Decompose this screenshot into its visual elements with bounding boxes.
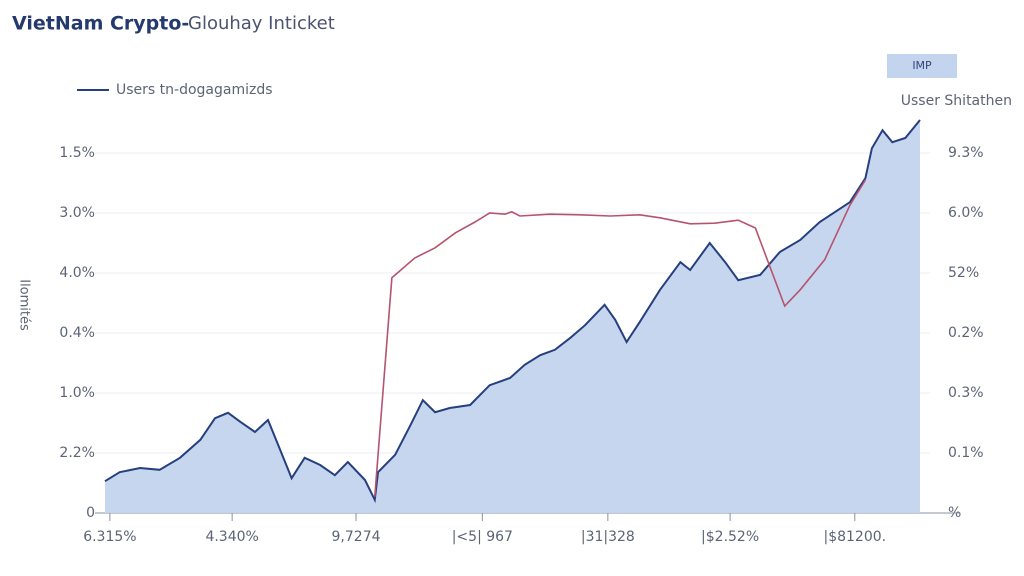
- y2-tick-label: 6.0%: [948, 205, 984, 221]
- chart-subtitle: Glouhay Inticket: [188, 13, 335, 34]
- y-tick-label: 3.0%: [59, 205, 95, 221]
- x-tick-label: 9,7274: [332, 529, 381, 545]
- y-axis-label: Ilomités: [17, 279, 32, 331]
- y2-tick-label: 0.2%: [948, 325, 984, 341]
- annotation: IMP: [912, 59, 932, 72]
- line: [373, 179, 867, 497]
- series-label: Usser Shitathen: [901, 93, 1012, 109]
- y-tick-label: 2.2%: [59, 445, 95, 461]
- x-tick-label: |31|328: [581, 529, 635, 545]
- y-tick-label: 4.0%: [59, 265, 95, 281]
- area: [105, 120, 920, 513]
- y2-tick-label: 52%: [948, 265, 979, 281]
- y2-tick-label: 0.1%: [948, 445, 984, 461]
- x-tick-label: |$2.52%: [701, 529, 759, 545]
- x-tick-label: 6.315%: [83, 529, 136, 545]
- legend-label: Users tn-dogagamizds: [116, 82, 273, 98]
- y2-tick-label: 0.3%: [948, 385, 984, 401]
- y-tick-label: 1.5%: [59, 145, 95, 161]
- annotation-box: [887, 54, 957, 78]
- y-tick-label: 0.4%: [59, 325, 95, 341]
- y-tick-label: 1.0%: [59, 385, 95, 401]
- line: [104, 119, 921, 504]
- y2-tick-label: 9.3%: [948, 145, 984, 161]
- x-tick-label: |<5| 967: [452, 529, 513, 545]
- y-tick-label: 0: [86, 505, 95, 521]
- x-tick-label: |$81200.: [823, 529, 886, 545]
- chart-title: VietNam Crypto-: [12, 13, 189, 35]
- x-tick-label: 4.340%: [205, 529, 258, 545]
